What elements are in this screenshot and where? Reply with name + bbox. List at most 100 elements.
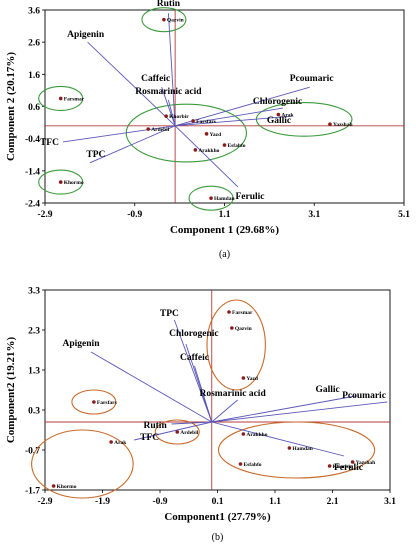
observation-point <box>276 112 281 117</box>
vector-label: Gallic <box>267 116 291 126</box>
vector-label: Rutin <box>157 0 181 9</box>
observation-point <box>146 127 151 131</box>
observation-label: Yazshah <box>333 122 353 128</box>
y-axis-label: Component2 (19.21%) <box>5 337 17 444</box>
x-tick-label: 0.1 <box>212 497 224 507</box>
loading-vector <box>87 41 176 127</box>
loading-vector <box>194 365 213 423</box>
x-tick-label: -2.9 <box>37 210 52 220</box>
observation-label: Khorbir <box>169 114 189 120</box>
y-tick-label: 0.3 <box>28 407 40 417</box>
observation-point <box>204 132 209 136</box>
observation-label: Arak <box>281 113 294 119</box>
observation-label: Qazvin <box>235 326 252 332</box>
y-tick-label: 1.3 <box>28 367 40 377</box>
x-tick-label: 2.1 <box>327 497 339 507</box>
vector-label: TPC <box>86 150 105 160</box>
y-axis-label: Component 2 (20.17%) <box>5 52 17 161</box>
observation-label: Hamdan <box>292 446 312 452</box>
observation-label: Khorbir <box>333 464 353 470</box>
observation-point <box>58 180 63 184</box>
loading-vector <box>211 399 238 423</box>
loading-vector <box>211 395 356 423</box>
x-tick-label: -1.9 <box>95 497 110 507</box>
observation-point <box>162 17 166 22</box>
cluster-ellipse <box>38 169 84 195</box>
y-tick-label: -2.4 <box>25 200 40 210</box>
observation-point <box>164 114 168 118</box>
observation-label: Farsmar <box>64 96 85 102</box>
x-tick-label: 3.1 <box>308 210 320 220</box>
biplot-panel-b: -2.9 -1.9 -0.9 0.1 1.1 2.1 3.1 3.3 2.3 1.3 0.3 -0.7… <box>5 287 396 544</box>
loading-vector <box>175 86 310 127</box>
observation-point <box>227 310 231 314</box>
observation-point <box>191 119 195 123</box>
loading-vector <box>175 107 283 127</box>
cluster-ellipse <box>71 389 117 415</box>
observation-label: Esfahfo <box>228 143 246 149</box>
observation-label: Hamdan <box>214 196 234 202</box>
x-tick-label: -2.9 <box>37 497 52 507</box>
x-tick-label: 5.1 <box>398 210 410 220</box>
vector-label: Caffeic <box>141 74 170 84</box>
loading-vector <box>90 351 212 423</box>
observation-label: Arakkho <box>246 432 267 438</box>
x-tick-label: -0.9 <box>127 210 142 220</box>
y-tick-label: -0.7 <box>25 447 40 457</box>
observation-point <box>58 96 63 101</box>
x-axis-label: Component1 (27.79%) <box>164 511 271 523</box>
observation-point <box>287 446 292 450</box>
observation-point <box>51 484 56 488</box>
observation-point <box>241 376 246 380</box>
observation-point <box>241 432 246 436</box>
vector-label: Pcoumaric <box>342 391 386 401</box>
vector-label: TPC <box>160 309 179 319</box>
observation-label: Qazvin <box>167 18 184 24</box>
loading-vector <box>173 319 213 423</box>
vector-label: Chlorogenic <box>169 329 218 339</box>
vector-label: Apigenin <box>67 30 105 40</box>
cluster-ellipse <box>38 85 84 112</box>
observation-point <box>193 148 198 152</box>
observation-label: Esfahfo <box>244 462 262 468</box>
x-tick-label: 3.1 <box>384 497 396 507</box>
loading-vector <box>174 125 239 188</box>
observation-label: Arakkho <box>198 148 219 154</box>
x-tick-label: 1.1 <box>269 497 281 507</box>
loading-vector <box>134 421 212 441</box>
observation-point <box>92 400 96 404</box>
loading-vector <box>167 13 176 126</box>
cluster-ellipse <box>31 429 134 499</box>
observation-label: Yazshah <box>356 460 376 466</box>
vector-label: Ferulic <box>334 463 363 473</box>
vector-label: Caffeic <box>180 353 209 363</box>
vector-label: Rosmarinic acid <box>135 87 202 97</box>
y-tick-label: 2.6 <box>28 39 40 49</box>
loading-vector <box>89 125 176 164</box>
observation-point <box>209 196 213 200</box>
y-tick-label: -1.4 <box>25 167 40 177</box>
cluster-ellipse <box>188 185 234 211</box>
cluster-ellipse <box>141 7 187 33</box>
observation-point <box>328 122 332 126</box>
observation-point <box>109 440 113 444</box>
y-tick-label: -0.4 <box>25 135 40 145</box>
observation-point <box>222 143 227 147</box>
vector-label: Ferulic <box>235 192 264 202</box>
observation-label: Farsfars <box>196 119 216 125</box>
x-axis-label: Component 1 (29.68%) <box>170 224 279 236</box>
cluster-ellipse <box>125 103 248 163</box>
observation-point <box>327 464 332 468</box>
biplot-panel-a: -2.9 -0.9 1.1 3.1 5.1 3.6 2.6 1.6 0.6 -0.4 -1.4 -2.… <box>5 0 410 260</box>
panel-caption: (a) <box>219 249 230 260</box>
loading-vector <box>211 401 388 423</box>
observation-label: Ardebil <box>180 430 199 436</box>
vector-label: TFC <box>40 138 59 148</box>
observation-point <box>175 430 180 434</box>
observation-point <box>238 462 243 466</box>
y-tick-label: 3.3 <box>28 287 40 297</box>
panel-caption: (b) <box>212 532 224 543</box>
observation-label: Yazd <box>246 376 258 382</box>
y-tick-label: 2.3 <box>28 327 40 337</box>
